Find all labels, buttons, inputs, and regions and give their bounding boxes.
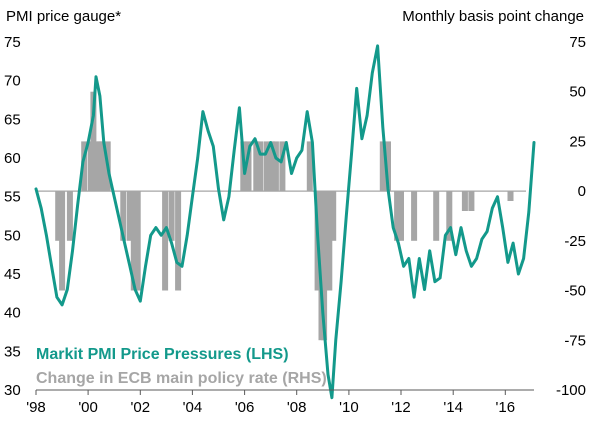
ecb-rate-bar (59, 191, 66, 291)
ecb-rate-bar (168, 191, 175, 241)
right-tick-label: 25 (569, 133, 586, 150)
ecb-rate-bar (90, 91, 97, 192)
ecb-rate-bar (446, 191, 453, 241)
left-tick-label: 35 (4, 343, 21, 360)
ecb-rate-bar (279, 141, 286, 192)
ecb-rate-bar (175, 191, 182, 291)
left-axis-title: PMI price gauge* (6, 8, 121, 25)
ecb-rate-bar (245, 141, 252, 192)
ecb-rate-bar (99, 141, 106, 192)
ecb-bars-layer (55, 91, 514, 341)
x-tick-label: '10 (339, 399, 359, 416)
left-tick-label: 40 (4, 305, 21, 322)
ecb-rate-bar (55, 191, 62, 241)
ecb-rate-bar (394, 191, 401, 241)
ecb-rate-bar (326, 191, 333, 291)
ecb-rate-bar (379, 141, 386, 192)
legend-pmi-label: Markit PMI Price Pressures (LHS) (36, 346, 289, 363)
left-tick-label: 50 (4, 227, 21, 244)
ecb-rate-bar (468, 191, 475, 211)
ecb-rate-bar (507, 191, 514, 201)
ecb-rate-bar (253, 141, 260, 192)
ecb-rate-bar (306, 141, 313, 192)
ecb-rate-bar (120, 191, 127, 241)
left-axis-ticks: 75 70 65 60 55 50 45 40 35 30 (4, 34, 21, 399)
right-axis-ticks: 75 50 25 0 -25 -50 -75 -100 (556, 34, 586, 399)
left-tick-label: 45 (4, 266, 21, 283)
right-tick-label: 0 (578, 183, 586, 200)
left-tick-label: 55 (4, 189, 21, 206)
ecb-rate-bar (162, 191, 169, 291)
ecb-rate-bar (330, 191, 337, 241)
ecb-rate-bar (269, 141, 275, 192)
ecb-rate-bar (411, 191, 418, 241)
x-tick-label: '98 (26, 399, 46, 416)
x-tick-label: '04 (183, 399, 203, 416)
ecb-rate-bar (130, 191, 137, 291)
legend-ecb-label: Change in ECB main policy rate (RHS) (36, 370, 327, 387)
right-axis-title: Monthly basis point change (402, 8, 584, 25)
ecb-rate-bar (81, 141, 88, 192)
x-tick-label: '06 (235, 399, 255, 416)
x-tick-label: '12 (391, 399, 411, 416)
x-axis-ticks: '98 '00 '02 '04 '06 '08 '10 '12 '14 '16 (26, 390, 515, 416)
ecb-rate-bar (126, 191, 133, 241)
right-tick-label: 50 (569, 84, 586, 101)
ecb-rate-bar (272, 141, 279, 192)
right-tick-label: -50 (564, 283, 586, 300)
ecb-rate-bar (433, 191, 440, 241)
left-tick-label: 75 (4, 34, 21, 51)
right-tick-label: -75 (564, 332, 586, 349)
ecb-rate-bar (257, 141, 264, 192)
left-tick-label: 60 (4, 150, 21, 167)
pmi-price-line (34, 44, 536, 400)
ecb-rate-bar (66, 191, 73, 241)
right-tick-label: -25 (564, 233, 586, 250)
ecb-rate-bar (461, 191, 468, 211)
x-tick-label: '08 (287, 399, 307, 416)
x-tick-label: '14 (443, 399, 463, 416)
left-tick-label: 70 (4, 73, 21, 90)
x-tick-label: '16 (496, 399, 516, 416)
ecb-rate-bar (398, 191, 404, 241)
ecb-rate-bar (385, 141, 391, 192)
right-tick-label: -100 (556, 382, 586, 399)
left-tick-label: 65 (4, 111, 21, 128)
x-tick-label: '02 (131, 399, 151, 416)
x-tick-label: '00 (78, 399, 98, 416)
right-tick-label: 75 (569, 34, 586, 51)
left-tick-label: 30 (4, 382, 21, 399)
ecb-rate-bar (263, 141, 270, 192)
ecb-rate-bar (321, 191, 328, 341)
ecb-rate-bar (134, 191, 141, 291)
